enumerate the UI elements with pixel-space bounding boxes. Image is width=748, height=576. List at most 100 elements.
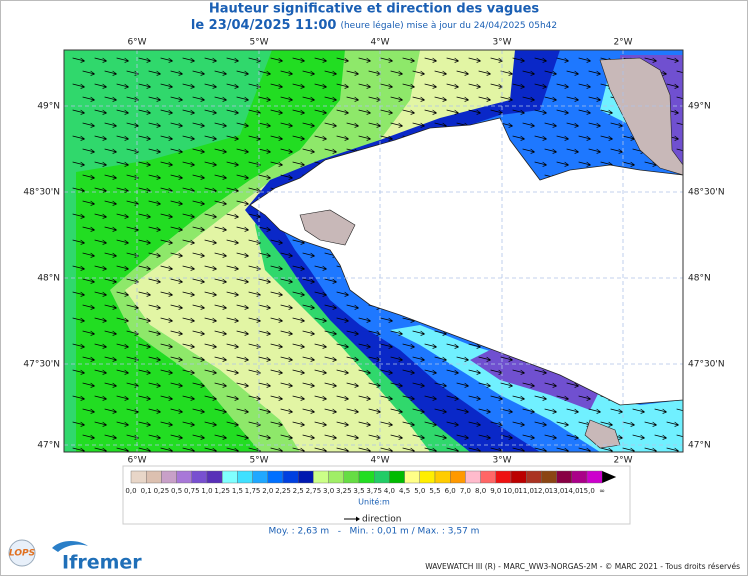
- wave-arrow: [600, 135, 613, 141]
- wave-arrow: [556, 421, 569, 427]
- wave-arrow: [456, 434, 469, 440]
- wave-arrow: [478, 96, 491, 102]
- legend-swatch: [571, 470, 588, 484]
- wave-arrow: [258, 304, 271, 310]
- wave-arrow: [214, 356, 227, 362]
- plot-border: [63, 49, 684, 453]
- wave-arrow: [148, 408, 161, 414]
- wave-arrow: [160, 135, 173, 141]
- wave-arrow: [446, 343, 459, 349]
- wave-arrow: [424, 343, 437, 349]
- legend-label: 3,0: [323, 487, 334, 495]
- wave-arrow: [170, 174, 183, 180]
- wave-arrow: [302, 330, 315, 336]
- wave-arrow: [138, 395, 151, 401]
- wave-arrow: [346, 382, 359, 388]
- wave-arrow: [148, 174, 161, 180]
- wave-arrow: [226, 109, 239, 115]
- wave-arrow: [160, 291, 173, 297]
- graticule: [64, 50, 683, 452]
- direction-label: direction: [362, 515, 401, 525]
- wave-arrow: [402, 83, 415, 89]
- stats: Moy. : 2,63 m - Min. : 0,01 m / Max. : 3…: [269, 527, 480, 537]
- wave-arrow: [512, 135, 525, 141]
- legend-swatch: [206, 470, 223, 484]
- wave-arrow: [292, 421, 305, 427]
- wave-arrow: [544, 408, 557, 414]
- wave-arrow: [632, 434, 645, 440]
- sea-zone: [470, 345, 600, 410]
- wave-arrow: [446, 83, 459, 89]
- wave-arrow: [302, 356, 315, 362]
- wave-arrow: [434, 356, 447, 362]
- wave-arrow: [280, 382, 293, 388]
- wave-arrow: [226, 291, 239, 297]
- wave-arrow: [82, 174, 95, 180]
- wave-arrow: [148, 434, 161, 440]
- wave-arrow: [72, 239, 85, 245]
- wave-arrow: [556, 109, 569, 115]
- wave-arrow: [446, 109, 459, 115]
- wave-arrow: [358, 317, 371, 323]
- wave-arrow: [82, 122, 95, 128]
- ifremer-logo: [52, 541, 88, 552]
- wave-arrow: [116, 343, 129, 349]
- wave-arrow: [314, 421, 327, 427]
- wave-arrow: [72, 395, 85, 401]
- legend-label: 0,25: [154, 487, 170, 495]
- wave-arrow: [226, 421, 239, 427]
- land: [584, 419, 621, 449]
- wave-arrow: [358, 343, 371, 349]
- wave-arrow: [192, 356, 205, 362]
- wave-arrow: [478, 434, 491, 440]
- wave-arrow: [192, 330, 205, 336]
- wave-arrow: [402, 395, 415, 401]
- wave-arrow: [456, 356, 469, 362]
- wave-arrow: [192, 122, 205, 128]
- wave-arrow: [138, 291, 151, 297]
- wave-arrow: [192, 174, 205, 180]
- wave-arrow: [138, 421, 151, 427]
- wave-arrow: [512, 369, 525, 375]
- wave-arrow: [380, 421, 393, 427]
- wave-arrow: [82, 96, 95, 102]
- wave-arrow: [468, 369, 481, 375]
- wave-arrow: [346, 356, 359, 362]
- wave-arrow: [204, 317, 217, 323]
- wave-arrow: [170, 356, 183, 362]
- wave-arrow: [160, 161, 173, 167]
- wave-arrow: [192, 70, 205, 76]
- wave-arrow: [160, 83, 173, 89]
- wave-arrow: [270, 395, 283, 401]
- wave-arrow: [324, 70, 337, 76]
- wave-arrow: [544, 96, 557, 102]
- wave-arrow: [160, 369, 173, 375]
- wave-arrow: [72, 291, 85, 297]
- wave-arrow: [104, 408, 117, 414]
- wave-arrow: [522, 434, 535, 440]
- wave-arrow: [72, 83, 85, 89]
- wave-arrow: [138, 265, 151, 271]
- legend-swatch: [526, 470, 542, 484]
- wave-arrow: [644, 421, 657, 427]
- wave-arrow: [424, 57, 437, 63]
- wave-arrow: [270, 265, 283, 271]
- wave-arrow: [390, 434, 403, 440]
- wave-arrow: [544, 382, 557, 388]
- wave-arrow: [270, 317, 283, 323]
- wave-arrow: [104, 252, 117, 258]
- wave-arrow: [456, 382, 469, 388]
- wave-arrow: [314, 265, 327, 271]
- subtitle: le 23/04/2025 11:00 (heure légale) mise à…: [191, 18, 557, 33]
- wave-arrow: [314, 135, 327, 141]
- wave-arrow: [522, 408, 535, 414]
- legend-arrow: [602, 471, 617, 483]
- lon-label: 2°W: [613, 38, 632, 48]
- legend-label: 13,0: [549, 487, 565, 495]
- wave-arrow: [556, 395, 569, 401]
- wave-arrow: [434, 408, 447, 414]
- wave-arrow: [148, 96, 161, 102]
- wave-arrow: [116, 317, 129, 323]
- wave-arrow: [456, 408, 469, 414]
- date: le 23/04/2025 11:00: [191, 18, 337, 33]
